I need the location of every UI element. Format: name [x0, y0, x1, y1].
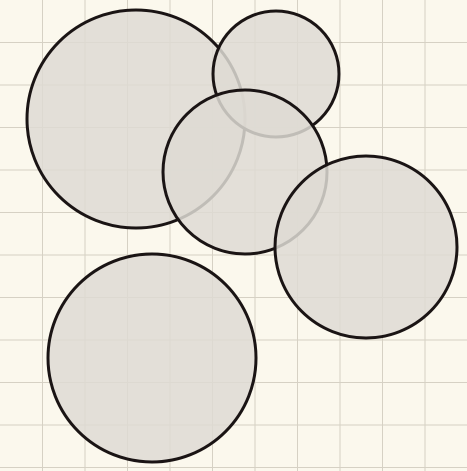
circle-4: [273, 154, 459, 340]
circle-5: [46, 252, 258, 464]
circle-group: [25, 8, 459, 464]
